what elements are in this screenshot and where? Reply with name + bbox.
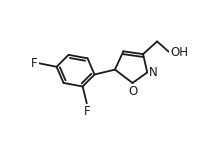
Text: F: F bbox=[31, 57, 38, 70]
Text: N: N bbox=[149, 66, 157, 79]
Text: F: F bbox=[83, 105, 90, 118]
Text: O: O bbox=[128, 85, 137, 98]
Text: OH: OH bbox=[170, 46, 188, 59]
